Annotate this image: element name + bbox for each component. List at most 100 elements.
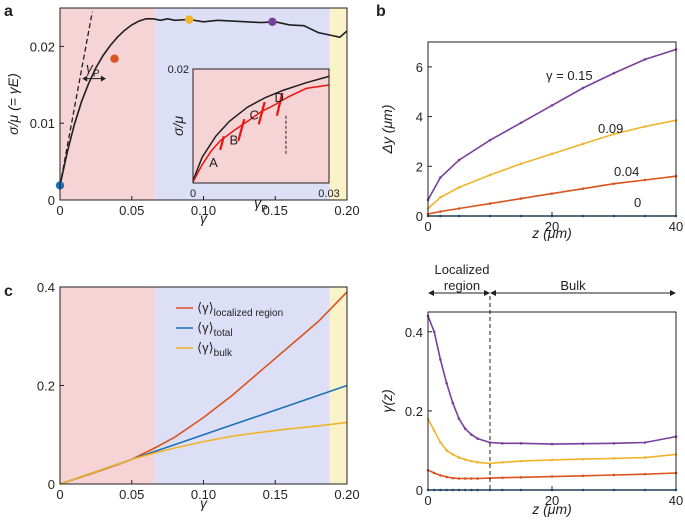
chart-c: 0 0.05 0.10 0.15 0.20 0 0.2 0.4 ⟨γ⟩localized reg… (37, 280, 360, 511)
y-tick-label: 0.01 (30, 116, 55, 131)
b-bottom-series-point (445, 449, 448, 452)
inset-red-segment (219, 135, 225, 151)
x-axis-label: γ (200, 210, 208, 226)
inset-frame (192, 68, 330, 184)
x-tick-label: 0.15 (263, 203, 288, 218)
b-top-series-point (550, 104, 554, 107)
y-axis-label: γ(z) (379, 389, 395, 412)
b-bottom-series-point (432, 471, 436, 475)
b-bottom-series-point (470, 459, 473, 463)
panel-label-b: b (376, 3, 386, 20)
inset-red-segment (275, 92, 284, 116)
b-bottom-series-point (463, 477, 467, 480)
x-tick-label: 20 (545, 219, 559, 234)
y-tick-label: 0 (48, 477, 55, 492)
b-bottom-series-point (519, 459, 523, 463)
bulk-label: Bulk (560, 278, 586, 293)
x-tick-label: 0.05 (119, 203, 144, 218)
y-tick-label: 6 (416, 60, 423, 75)
b-bottom-series-point (463, 458, 467, 461)
inset-point-label: C (250, 108, 259, 123)
inset-envelope-curve (192, 75, 330, 181)
y-tick-label: 4 (416, 110, 423, 125)
region-bulk (154, 287, 330, 484)
b-top-series-point (550, 192, 554, 195)
region-failure (329, 287, 347, 484)
b-top-series-point (612, 71, 616, 75)
inset-point-label: B (229, 132, 238, 147)
b-bottom-series-point (612, 442, 616, 445)
b-top-series-point (612, 182, 616, 185)
b-top-series-point (457, 158, 461, 162)
elastic-dashed-line (59, 11, 93, 186)
state-marker (268, 17, 277, 27)
b-bottom-series-point (470, 433, 473, 436)
c-legend-label: ⟨γ⟩total (197, 320, 233, 339)
b-top-series-line (427, 119, 677, 210)
x-tick-label: 0 (56, 203, 63, 218)
y-axis-label: Δy (μm) (379, 105, 395, 155)
inset-point-label: D (274, 90, 283, 105)
state-marker (110, 54, 119, 63)
localized-label-line2: region (444, 278, 480, 293)
b-bottom-series-point (519, 442, 523, 445)
b-bottom-series-point (643, 441, 647, 444)
inset-x-axis-label: γP (254, 195, 268, 215)
inset-y-axis-label: σ/μ (170, 116, 186, 136)
b-bottom-series-point (445, 475, 448, 479)
b-bottom-series-point (550, 442, 554, 446)
x-axis-label: z (μm) (531, 225, 572, 241)
b-top-series-point (457, 207, 461, 210)
y-axis-label: σ/μ (= γE) (5, 73, 21, 135)
b-top-series-point (488, 173, 492, 177)
b-top-series-point (643, 58, 647, 61)
y-tick-label: 0.2 (405, 404, 423, 419)
b-top-series-line (427, 48, 677, 201)
b-top-series-point (457, 186, 461, 189)
b-bottom-series-point (550, 458, 554, 462)
panel-label-c: c (4, 283, 13, 300)
gamma-p-arrowheads (82, 75, 106, 82)
y-tick-label: 2 (416, 159, 423, 174)
inset-red-segment (237, 118, 246, 142)
x-tick-label: 0.05 (119, 487, 144, 502)
b-top-series-point (581, 142, 585, 146)
b-bottom-series-point (439, 441, 442, 444)
b-bottom-series-point (451, 453, 455, 456)
b-bottom-series-point (432, 330, 436, 334)
b-bottom-series-point (457, 456, 461, 459)
b-bottom-series-point (439, 474, 442, 477)
b-bottom-series-point (501, 476, 504, 480)
x-tick-label: 0 (424, 219, 431, 234)
x-axis-label: γ (200, 495, 208, 511)
inset-red-segment (257, 101, 266, 125)
b-bottom-series-point (470, 477, 473, 480)
inset-x-tick-label: 0.03 (318, 188, 339, 200)
b-top-series-point (581, 187, 585, 190)
b-bottom-series-point (519, 476, 523, 479)
inset-red-curve (192, 84, 330, 183)
b-bottom-series-point (445, 381, 448, 385)
y-tick-label: 0.4 (405, 325, 423, 340)
b-bottom-series-point (463, 427, 467, 430)
b-top-series-point (643, 178, 647, 182)
b-bottom-series-point (581, 474, 585, 478)
y-tick-label: 0.02 (30, 39, 55, 54)
stress-strain-curve (59, 17, 348, 186)
b-top-series-point (581, 86, 585, 90)
x-tick-label: 0.20 (334, 487, 359, 502)
b-bottom-series-point (550, 475, 554, 478)
b-bottom-series-point (476, 477, 479, 480)
b-bottom-series-point (612, 473, 616, 477)
b-bottom-series-point (476, 461, 479, 464)
plot-frame (427, 311, 677, 491)
region-localized (60, 287, 155, 484)
b-top-series-label: 0.04 (614, 164, 639, 179)
inset-x-tick-label: 0 (190, 188, 196, 200)
region-localized (60, 8, 155, 200)
b-top-series-point (612, 132, 616, 136)
c-series-line (59, 421, 348, 485)
b-bottom-series-line (427, 418, 677, 465)
